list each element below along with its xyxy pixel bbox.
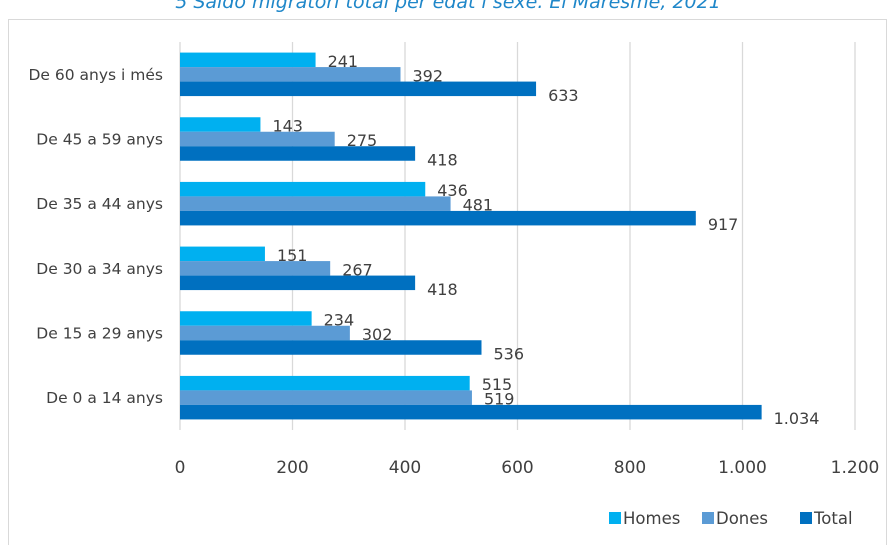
gridlines [179, 42, 856, 430]
bar-total-de-35-a-44-anys [180, 210, 696, 226]
x-tick-label: 600 [501, 458, 533, 478]
bar-total-de-45-a-59-anys [180, 146, 416, 161]
bar-dones-de-0-a-14-anys [180, 390, 472, 405]
x-tick-label: 1.000 [718, 458, 767, 478]
bar-homes-de-45-a-59-anys [180, 117, 261, 132]
data-label-total: 418 [427, 151, 458, 170]
bar-homes-de-60-anys-i-mes [180, 52, 316, 68]
data-label-homes: 143 [272, 117, 303, 136]
data-label-total: 917 [708, 215, 739, 234]
chart-frame [8, 19, 887, 545]
data-label-homes: 515 [482, 375, 513, 394]
data-label-total: 418 [427, 280, 458, 299]
bar-total-de-0-a-14-anys [180, 404, 762, 420]
bar-homes-de-35-a-44-anys [180, 181, 426, 197]
data-label-homes: 436 [437, 181, 468, 200]
category-label: De 35 a 44 anys [36, 195, 163, 213]
legend-label-dones: Dones [716, 509, 768, 528]
category-label: De 30 a 34 anys [36, 260, 163, 278]
data-label-dones: 519 [484, 390, 515, 409]
bars [180, 52, 762, 420]
data-label-total: 633 [548, 86, 579, 105]
x-tick-label: 200 [276, 458, 308, 478]
bar-homes-de-30-a-34-anys [180, 246, 265, 262]
legend-label-homes: Homes [623, 509, 680, 528]
data-label-dones: 302 [362, 325, 393, 344]
bar-homes-de-15-a-29-anys [180, 311, 312, 326]
bar-dones-de-15-a-29-anys [180, 325, 350, 341]
data-label-total: 1.034 [774, 409, 820, 428]
x-tick-label: 0 [175, 458, 186, 478]
data-label-dones: 392 [413, 66, 444, 85]
bar-dones-de-45-a-59-anys [180, 131, 335, 147]
category-label: De 15 a 29 anys [36, 325, 163, 343]
bar-total-de-60-anys-i-mes [180, 81, 537, 97]
legend-label-total: Total [813, 509, 853, 528]
category-label: De 0 a 14 anys [46, 389, 163, 407]
bar-dones-de-60-anys-i-mes [180, 67, 401, 82]
bar-dones-de-30-a-34-anys [180, 261, 331, 276]
x-tick-label: 800 [614, 458, 646, 478]
data-label-total: 536 [494, 345, 525, 364]
bar-total-de-15-a-29-anys [180, 340, 482, 355]
legend-swatch-homes [609, 512, 621, 524]
legend-swatch-total [800, 512, 812, 524]
category-labels: De 60 anys i més De 45 a 59 anys De 35 a 4… [29, 66, 164, 407]
bar-homes-de-0-a-14-anys [180, 375, 470, 391]
data-label-dones: 481 [463, 196, 494, 215]
chart-title: 5 Saldo migratori total per edat i sexe.… [175, 0, 721, 13]
data-label-homes: 234 [324, 311, 355, 330]
legend: Homes Dones Total [609, 509, 853, 528]
data-label-dones: 275 [347, 131, 378, 150]
data-label-homes: 151 [277, 246, 308, 265]
category-label: De 45 a 59 anys [36, 131, 163, 149]
category-label: De 60 anys i més [29, 66, 164, 84]
x-tick-label: 1.200 [831, 458, 880, 478]
x-tick-label: 400 [389, 458, 421, 478]
bar-dones-de-35-a-44-anys [180, 196, 451, 211]
x-tick-labels: 0 200 400 600 800 1.000 1.200 [175, 458, 880, 478]
legend-swatch-dones [702, 512, 714, 524]
data-label-homes: 241 [328, 52, 359, 71]
bar-total-de-30-a-34-anys [180, 275, 416, 291]
data-label-dones: 267 [342, 260, 373, 279]
